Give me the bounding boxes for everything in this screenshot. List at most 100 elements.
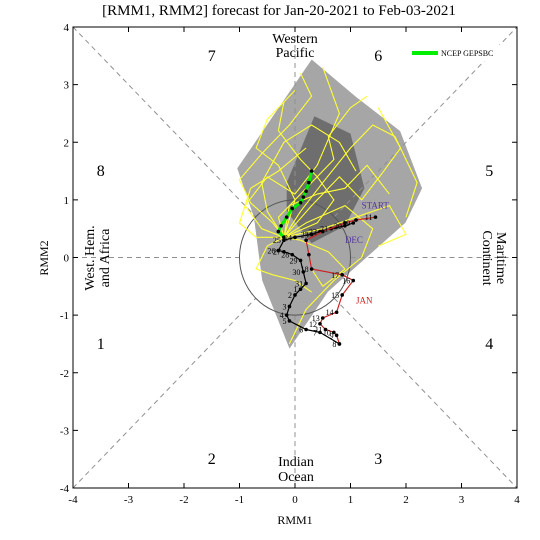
ensemble-mean-point <box>304 189 308 194</box>
observed-jan-point <box>318 321 322 326</box>
y-tick-label: -4 <box>60 483 70 495</box>
observed-dec-point <box>284 313 289 317</box>
month-label-start: START <box>362 201 390 211</box>
chart-title: [RMM1, RMM2] forecast for Jan-20-2021 to… <box>102 3 456 19</box>
observed-jan-point <box>304 238 308 243</box>
observed-dec-point <box>298 287 303 291</box>
region-right-line1: Maritime <box>493 232 508 284</box>
observed-jan-point <box>337 342 342 346</box>
x-tick-label: 2 <box>403 494 409 506</box>
region-left-line1: West. Hem. <box>83 225 98 290</box>
phase-number: 6 <box>374 48 382 65</box>
legend-label-ncep: NCEP GEPSBC <box>441 49 493 58</box>
y-axis-label: RMM2 <box>37 240 51 275</box>
region-labels: Western Pacific Indian Ocean West. Hem. … <box>83 32 508 485</box>
ensemble-member-line <box>244 67 340 238</box>
ensemble-member-line <box>255 236 312 293</box>
region-top-line1: Western <box>272 32 318 47</box>
observed-jan-point <box>320 229 325 234</box>
phase-number: 7 <box>208 48 216 65</box>
ensemble-mean-point <box>301 195 306 199</box>
observed-dec-point <box>290 252 295 257</box>
observed-dec-day-label: 20 <box>334 222 342 231</box>
observed-jan-point <box>351 278 356 283</box>
region-bottom-line1: Indian <box>278 455 314 470</box>
ensemble-mean-layer <box>276 169 314 240</box>
observed-dec-point <box>301 270 306 274</box>
x-tick-label: 4 <box>514 494 520 506</box>
ensemble-mean-line <box>276 170 314 239</box>
observed-dec-point <box>282 249 286 254</box>
observed-layer <box>276 215 378 346</box>
ensemble-member-line <box>277 95 368 238</box>
observed-dec-point <box>276 248 281 253</box>
phase-number: 8 <box>97 163 105 180</box>
region-left-line2: and Africa <box>98 228 113 287</box>
observed-jan-point <box>320 316 325 320</box>
observed-dec-day-label: 2 <box>288 291 292 300</box>
observed-jan-point <box>332 330 336 335</box>
observed-dec-point <box>282 238 286 243</box>
observed-dec-day-label: 28 <box>281 251 289 260</box>
observed-jan-point <box>334 333 339 338</box>
observed-jan-day-label: 17 <box>331 271 339 280</box>
observed-jan-day-label: 16 <box>342 277 350 286</box>
observed-dec-point <box>293 235 297 240</box>
month-label-dec: DEC <box>345 235 363 245</box>
legend: NCEP GEPSBC <box>408 45 512 61</box>
observed-dec-day-label: 21 <box>320 225 328 234</box>
ensemble-member-line <box>238 72 313 238</box>
y-tick-label: -3 <box>60 425 70 437</box>
x-tick-label: -3 <box>124 494 134 506</box>
y-tick-label: -1 <box>60 310 69 322</box>
observed-jan-day-label: 10 <box>323 328 331 337</box>
ensemble-mean-point <box>307 180 311 185</box>
ensemble-mean-point <box>298 200 303 205</box>
ensemble-member-line <box>283 205 374 345</box>
observed-dec-point <box>304 281 308 286</box>
y-tick-label: 0 <box>64 253 70 265</box>
observed-jan-point <box>373 215 378 219</box>
observed-jan-point <box>307 252 311 257</box>
observed-jan-day-label: 18 <box>301 265 309 274</box>
region-top-line2: Pacific <box>276 46 315 61</box>
month-label-jan: JAN <box>356 296 373 306</box>
observed-jan-day-label: 9 <box>330 331 334 340</box>
observed-dec-point <box>287 304 292 309</box>
phase-divider-diagonal <box>72 297 257 489</box>
y-tick-label: 3 <box>64 80 70 92</box>
observed-jan-point <box>309 267 314 271</box>
observed-dec-day-label: 7 <box>313 328 317 337</box>
observed-jan-point <box>354 218 358 222</box>
observed-dec-point <box>309 232 314 237</box>
observed-dec-day-label: 23 <box>301 230 309 239</box>
observed-dec-point <box>293 293 297 297</box>
observed-dec-day-label: 19 <box>342 219 350 228</box>
ensemble-layer <box>238 67 418 345</box>
observed-jan-day-label: 15 <box>331 291 339 300</box>
observed-jan-day-label: 11 <box>315 326 323 335</box>
ensemble-mean-point <box>282 235 286 240</box>
observed-dec-point <box>287 319 292 323</box>
ensemble-mean-point <box>276 229 281 234</box>
observed-jan-point <box>340 293 344 297</box>
x-axis-label: RMM1 <box>277 513 312 527</box>
x-axis-ticks: -4 -3 -2 -1 0 1 2 3 4 <box>68 27 520 506</box>
ensemble-member-line <box>283 124 418 238</box>
observed-jan-point <box>323 327 328 332</box>
ensemble-mean-point <box>290 206 295 211</box>
observed-jan-point <box>343 221 347 225</box>
y-tick-label: -2 <box>60 368 69 380</box>
observed-jan-point <box>340 272 344 277</box>
phase-number: 4 <box>485 336 493 353</box>
observed-dec-day-label: 30 <box>292 268 300 277</box>
phase-number: 5 <box>485 163 493 180</box>
ensemble-member-line <box>261 124 357 238</box>
x-tick-label: 3 <box>459 494 465 506</box>
x-tick-label: -2 <box>179 494 188 506</box>
observed-dec-day-label: 4 <box>280 311 284 320</box>
